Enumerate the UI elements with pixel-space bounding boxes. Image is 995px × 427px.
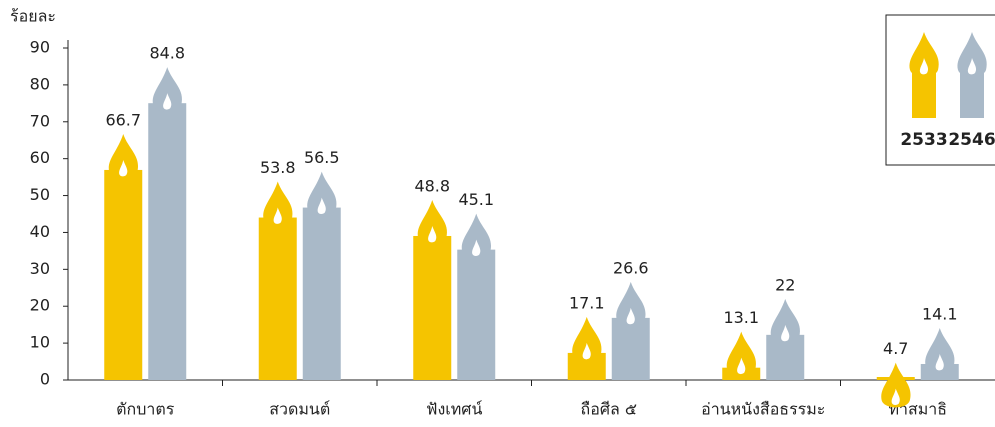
bar — [104, 170, 142, 380]
legend-label: 2533 — [900, 130, 947, 150]
y-tick-label: 60 — [30, 148, 50, 167]
x-tick-label: สวดมนต์ — [269, 400, 330, 419]
value-label: 66.7 — [105, 110, 141, 129]
value-label: 45.1 — [458, 190, 494, 209]
value-label: 48.8 — [414, 176, 450, 195]
value-label: 17.1 — [569, 293, 605, 312]
bar — [457, 250, 495, 380]
bar — [612, 318, 650, 380]
value-label: 22 — [775, 275, 795, 294]
value-label: 26.6 — [613, 258, 649, 277]
y-tick-label: 10 — [30, 333, 50, 352]
chart: ร้อยละ 0 10 20 30 40 50 60 70 80 90 ตักบาตร สวดมนต์… — [0, 0, 995, 427]
value-label: 53.8 — [260, 158, 296, 177]
y-tick-label: 0 — [40, 370, 50, 389]
y-tick-label: 40 — [30, 222, 50, 241]
value-label: 13.1 — [723, 308, 759, 327]
bar — [413, 236, 451, 380]
value-label: 4.7 — [883, 339, 908, 358]
y-tick-label: 90 — [30, 38, 50, 57]
value-label: 56.5 — [304, 148, 340, 167]
legend-label: 2546 — [948, 130, 995, 150]
x-tick-label: ตักบาตร — [116, 400, 175, 419]
y-tick-label: 20 — [30, 296, 50, 315]
y-tick-label: 50 — [30, 185, 50, 204]
y-tick-label: 30 — [30, 259, 50, 278]
bar — [259, 218, 297, 380]
y-axis-label: ร้อยละ — [10, 7, 56, 26]
y-tick-label: 70 — [30, 111, 50, 130]
y-tick-label: 80 — [30, 74, 50, 93]
x-tick-label: ถือศีล ๕ — [581, 400, 637, 419]
bar — [303, 208, 341, 380]
x-tick-label: ฟังเทศน์ — [426, 400, 482, 419]
bar — [148, 103, 186, 380]
value-label: 14.1 — [922, 304, 958, 323]
value-label: 84.8 — [149, 44, 185, 63]
x-tick-label: อ่านหนังสือธรรมะ — [701, 400, 825, 419]
